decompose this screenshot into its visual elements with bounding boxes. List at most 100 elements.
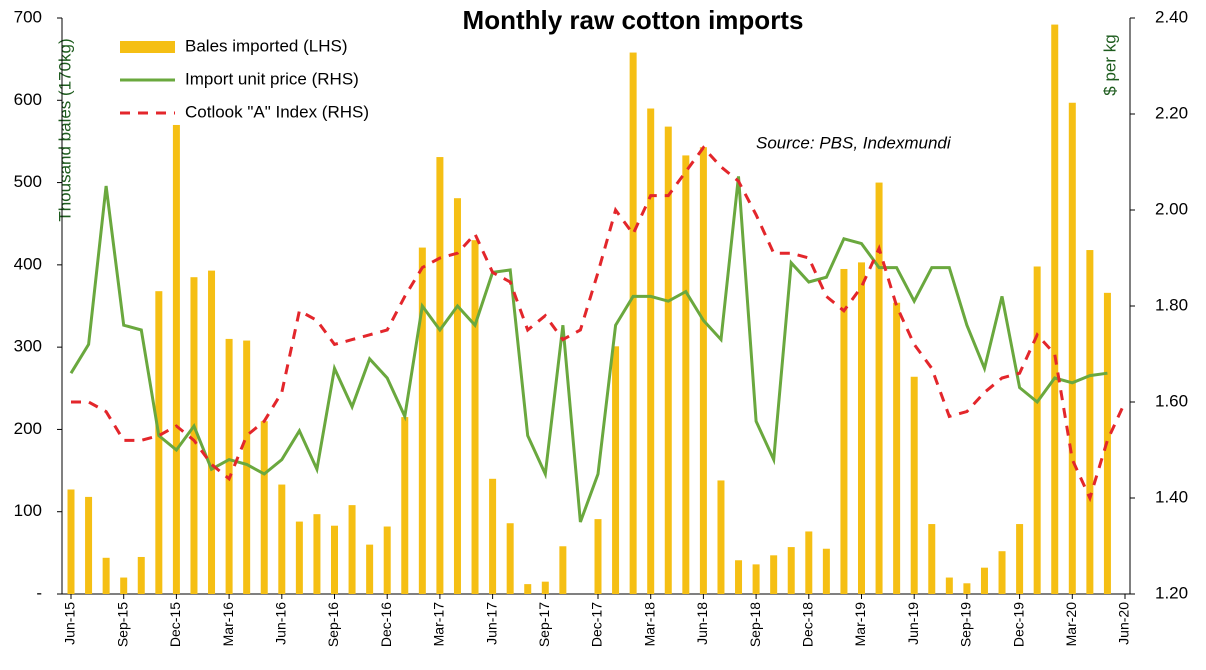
bar [453, 198, 461, 594]
x-tick-label: Mar-19 [852, 602, 868, 647]
x-tick-label: Sep-19 [958, 602, 974, 647]
bar [471, 240, 479, 594]
bar [541, 581, 549, 594]
x-tick-label: Sep-17 [536, 602, 552, 647]
bar [787, 547, 795, 594]
bar [383, 526, 391, 594]
bar [436, 157, 444, 594]
bar [858, 262, 865, 594]
y2-tick-label: 2.20 [1155, 103, 1188, 122]
line [71, 145, 1127, 503]
y2-axis-label: $ per kg [1100, 34, 1119, 95]
bar [629, 52, 637, 595]
x-tick-label: Dec-15 [167, 602, 183, 647]
bar [752, 564, 760, 594]
bar [85, 496, 93, 594]
legend-label: Import unit price (RHS) [185, 69, 359, 88]
y2-tick-label: 1.20 [1155, 583, 1188, 602]
bar [331, 525, 338, 594]
y-tick-label: 100 [14, 501, 42, 520]
y-tick-label: - [36, 583, 42, 602]
y-tick-label: 600 [14, 90, 42, 109]
bar [875, 182, 883, 595]
bar [770, 555, 778, 594]
x-tick-label: Dec-19 [1010, 602, 1026, 647]
bar [945, 577, 953, 594]
x-tick-label: Jun-17 [483, 602, 499, 645]
bar [1016, 524, 1024, 594]
y-tick-label: 400 [14, 254, 42, 273]
bar [155, 291, 163, 594]
x-tick-label: Jun-19 [905, 602, 921, 645]
x-tick-label: Sep-16 [325, 602, 341, 647]
bar [524, 584, 532, 594]
x-tick-label: Dec-16 [378, 602, 394, 647]
bar [401, 417, 409, 594]
x-tick-label: Jun-16 [273, 602, 289, 645]
bar [278, 484, 286, 594]
x-tick-label: Dec-17 [589, 602, 605, 647]
y2-tick-label: 1.80 [1155, 295, 1188, 314]
bar [682, 155, 690, 594]
x-tick-label: Jun-20 [1116, 602, 1132, 645]
line [69, 176, 1108, 523]
bar [260, 421, 268, 594]
bar [313, 514, 321, 594]
chart-title: Monthly raw cotton imports [463, 5, 804, 35]
bar [208, 270, 216, 594]
source-note: Source: PBS, Indexmundi [756, 133, 952, 152]
bar [418, 247, 426, 594]
y2-tick-label: 1.40 [1155, 487, 1188, 506]
bar [137, 556, 145, 594]
x-tick-label: Sep-18 [747, 602, 763, 647]
bar [348, 505, 356, 594]
bar [243, 340, 251, 594]
bar [366, 544, 374, 594]
bar [647, 108, 655, 594]
bar [1033, 266, 1041, 594]
bar [893, 302, 901, 594]
bar [1086, 250, 1094, 594]
y-tick-label: 300 [14, 337, 42, 356]
bar [594, 519, 602, 594]
bar [910, 376, 918, 594]
bar [717, 480, 725, 594]
y-tick-label: 500 [14, 172, 42, 191]
x-tick-label: Mar-16 [220, 602, 236, 647]
x-tick-label: Dec-18 [800, 602, 816, 647]
y2-tick-label: 2.00 [1155, 199, 1188, 218]
x-tick-label: Mar-17 [431, 602, 447, 647]
bar [980, 567, 988, 594]
bar [102, 557, 110, 594]
bar [963, 583, 971, 594]
y-tick-label: 200 [14, 419, 42, 438]
bar [1051, 24, 1059, 594]
bar [928, 524, 936, 594]
bar [489, 478, 497, 594]
bar [664, 126, 672, 595]
bar [735, 560, 743, 594]
x-tick-label: Jun-18 [694, 602, 710, 645]
bar [699, 147, 707, 594]
bar [559, 546, 567, 594]
bar [506, 523, 514, 594]
bar [295, 521, 303, 594]
bar [225, 338, 233, 594]
x-tick-label: Jun-15 [62, 602, 78, 645]
bar [1068, 102, 1076, 595]
bar [805, 531, 813, 594]
bar [67, 489, 75, 594]
legend-label: Bales imported (LHS) [185, 36, 348, 55]
x-tick-label: Mar-20 [1063, 602, 1079, 647]
bar [120, 577, 128, 594]
bar [190, 277, 198, 594]
y2-tick-label: 1.60 [1155, 391, 1188, 410]
y2-tick-label: 2.40 [1155, 7, 1188, 26]
y-axis-label: Thousand bales (170kg) [55, 38, 74, 221]
legend-swatch [120, 41, 175, 53]
bar [840, 268, 848, 594]
x-tick-label: Mar-18 [641, 602, 657, 647]
bar [612, 346, 620, 594]
bar [998, 551, 1006, 594]
